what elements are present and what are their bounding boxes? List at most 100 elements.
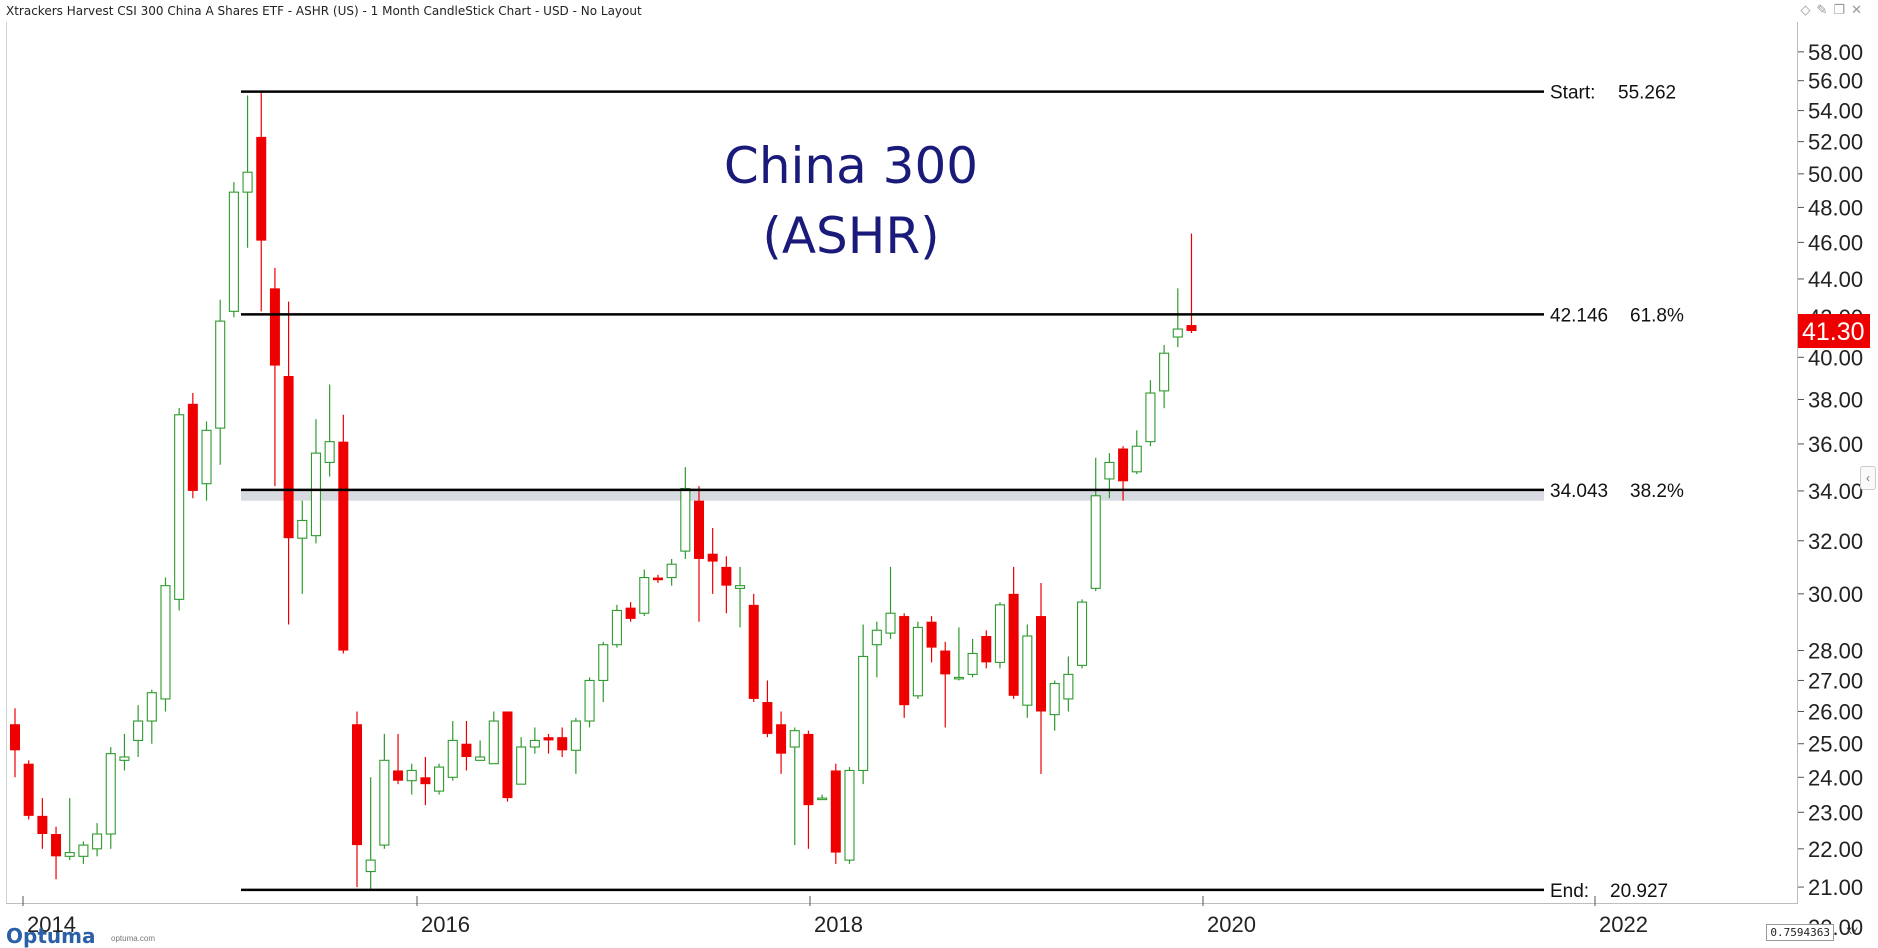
candle-body-down (707, 553, 718, 562)
y-tick-label: 38.00 (1808, 387, 1863, 412)
optuma-logo: Optuma (6, 924, 96, 948)
candle-body-up (584, 679, 595, 722)
candle-body-up (64, 852, 75, 857)
candle-body-up (1090, 495, 1101, 589)
y-tick-label: 25.00 (1808, 732, 1863, 757)
candle-body-down (283, 376, 294, 539)
candle-body-down (940, 650, 951, 675)
candle-body-down (187, 403, 198, 491)
candle-body-down (830, 770, 841, 853)
y-tick-label: 23.00 (1808, 800, 1863, 825)
fib-label: Start: (1550, 83, 1595, 104)
candle-body-up (953, 676, 964, 680)
annotation-line-1: China 300 (724, 137, 978, 195)
support-band (241, 489, 1544, 501)
diamond-icon[interactable]: ◇ (1800, 2, 1817, 17)
y-tick-label: 34.00 (1808, 479, 1863, 504)
y-tick-label: 54.00 (1808, 99, 1863, 124)
window-title: Xtrackers Harvest CSI 300 China A Shares… (6, 4, 642, 18)
fib-value: 20.927 (1610, 881, 1668, 902)
candle-body-up (174, 414, 185, 600)
collapse-arrow-icon[interactable]: ‹ (1860, 466, 1876, 490)
candle-body-down (721, 566, 732, 586)
candle-body-up (1131, 445, 1142, 473)
candle-body-up (447, 739, 458, 778)
candle-body-down (23, 763, 34, 816)
y-tick-label: 27.00 (1808, 668, 1863, 693)
candle-body-down (51, 834, 62, 857)
y-tick-label: 26.00 (1808, 699, 1863, 724)
candle-body-down (652, 577, 663, 581)
y-tick-label: 48.00 (1808, 195, 1863, 220)
candlestick-chart[interactable]: 20.0021.0022.0023.0024.0025.0026.0027.00… (7, 22, 1878, 947)
y-tick-label: 36.00 (1808, 432, 1863, 457)
candle-body-up (1104, 461, 1115, 480)
y-tick-label: 40.00 (1808, 345, 1863, 370)
candle-body-down (694, 500, 704, 559)
candle-body-up (1022, 635, 1033, 706)
candle-body-up (598, 644, 609, 682)
window-controls[interactable]: ◇✎❐✕ (1801, 2, 1868, 18)
fib-value: 61.8% (1630, 305, 1684, 326)
x-tick-label: 2022 (1599, 912, 1648, 937)
candle-body-up (78, 844, 89, 857)
candle-body-up (912, 626, 923, 697)
candle-body-up (680, 487, 691, 552)
candle-body-up (734, 585, 746, 589)
fib-label: 42.146 (1550, 305, 1608, 326)
close-icon[interactable]: ✕ (1851, 2, 1868, 17)
candle-body-up (1063, 673, 1074, 700)
candle-body-up (160, 585, 171, 700)
candle-body-down (1036, 616, 1046, 712)
candle-body-down (1008, 593, 1019, 696)
fib-label: End: (1550, 881, 1589, 902)
candle-body-up (666, 563, 677, 579)
x-tick-label: 2018 (814, 912, 863, 937)
x-tick-label: 2020 (1207, 912, 1256, 937)
candle-body-down (557, 737, 568, 751)
y-tick-label: 56.00 (1808, 69, 1863, 94)
y-tick-label: 58.00 (1808, 40, 1863, 65)
candle-body-down (543, 737, 554, 741)
candle-body-down (256, 136, 267, 241)
candle-body-up (994, 604, 1006, 663)
candle-body-up (1145, 392, 1156, 443)
candle-body-down (926, 621, 937, 648)
candle-body-up (434, 766, 445, 792)
cursor-mode[interactable]: XY (1845, 926, 1858, 936)
y-tick-label: 28.00 (1808, 639, 1863, 664)
candle-body-down (625, 607, 636, 619)
candle-body-up (871, 629, 882, 646)
fib-label: 34.043 (1550, 481, 1608, 502)
chart-area[interactable]: 20.00 21.00 22.00 23.00 24.00 25.00 26.00 27.00… (6, 22, 1870, 940)
candle-body-up (119, 756, 130, 761)
candle-body-down (502, 711, 513, 799)
y-tick-label: 22.00 (1808, 837, 1863, 862)
candle-body-up (488, 720, 499, 765)
y-tick-label: 24.00 (1808, 765, 1863, 790)
restore-icon[interactable]: ❐ (1833, 2, 1852, 17)
candle-body-up (379, 759, 390, 846)
candle-body-up (570, 720, 581, 751)
pin-icon[interactable]: ✎ (1816, 2, 1834, 17)
candle-body-down (899, 616, 910, 706)
candle-body-up (92, 833, 103, 850)
candle-body-down (762, 702, 773, 734)
candle-body-down (803, 733, 814, 806)
candle-body-up (242, 171, 253, 193)
footer-url: optuma.com (111, 934, 156, 943)
candle-body-up (844, 769, 855, 861)
y-tick-label: 52.00 (1808, 130, 1863, 155)
fib-value: 38.2% (1630, 481, 1684, 502)
candle-body-down (352, 724, 362, 846)
candle-body-up (1076, 601, 1088, 666)
annotation-line-2: (ASHR) (762, 207, 939, 265)
candle-body-up (310, 452, 322, 537)
cursor-value-readout: 0.7594363 (1766, 924, 1834, 941)
candle-body-up (228, 191, 239, 312)
y-tick-label: 46.00 (1808, 230, 1863, 255)
candle-body-down (420, 777, 431, 785)
candle-body-up (475, 756, 486, 761)
candle-body-up (529, 739, 540, 748)
candle-body-down (338, 441, 349, 651)
